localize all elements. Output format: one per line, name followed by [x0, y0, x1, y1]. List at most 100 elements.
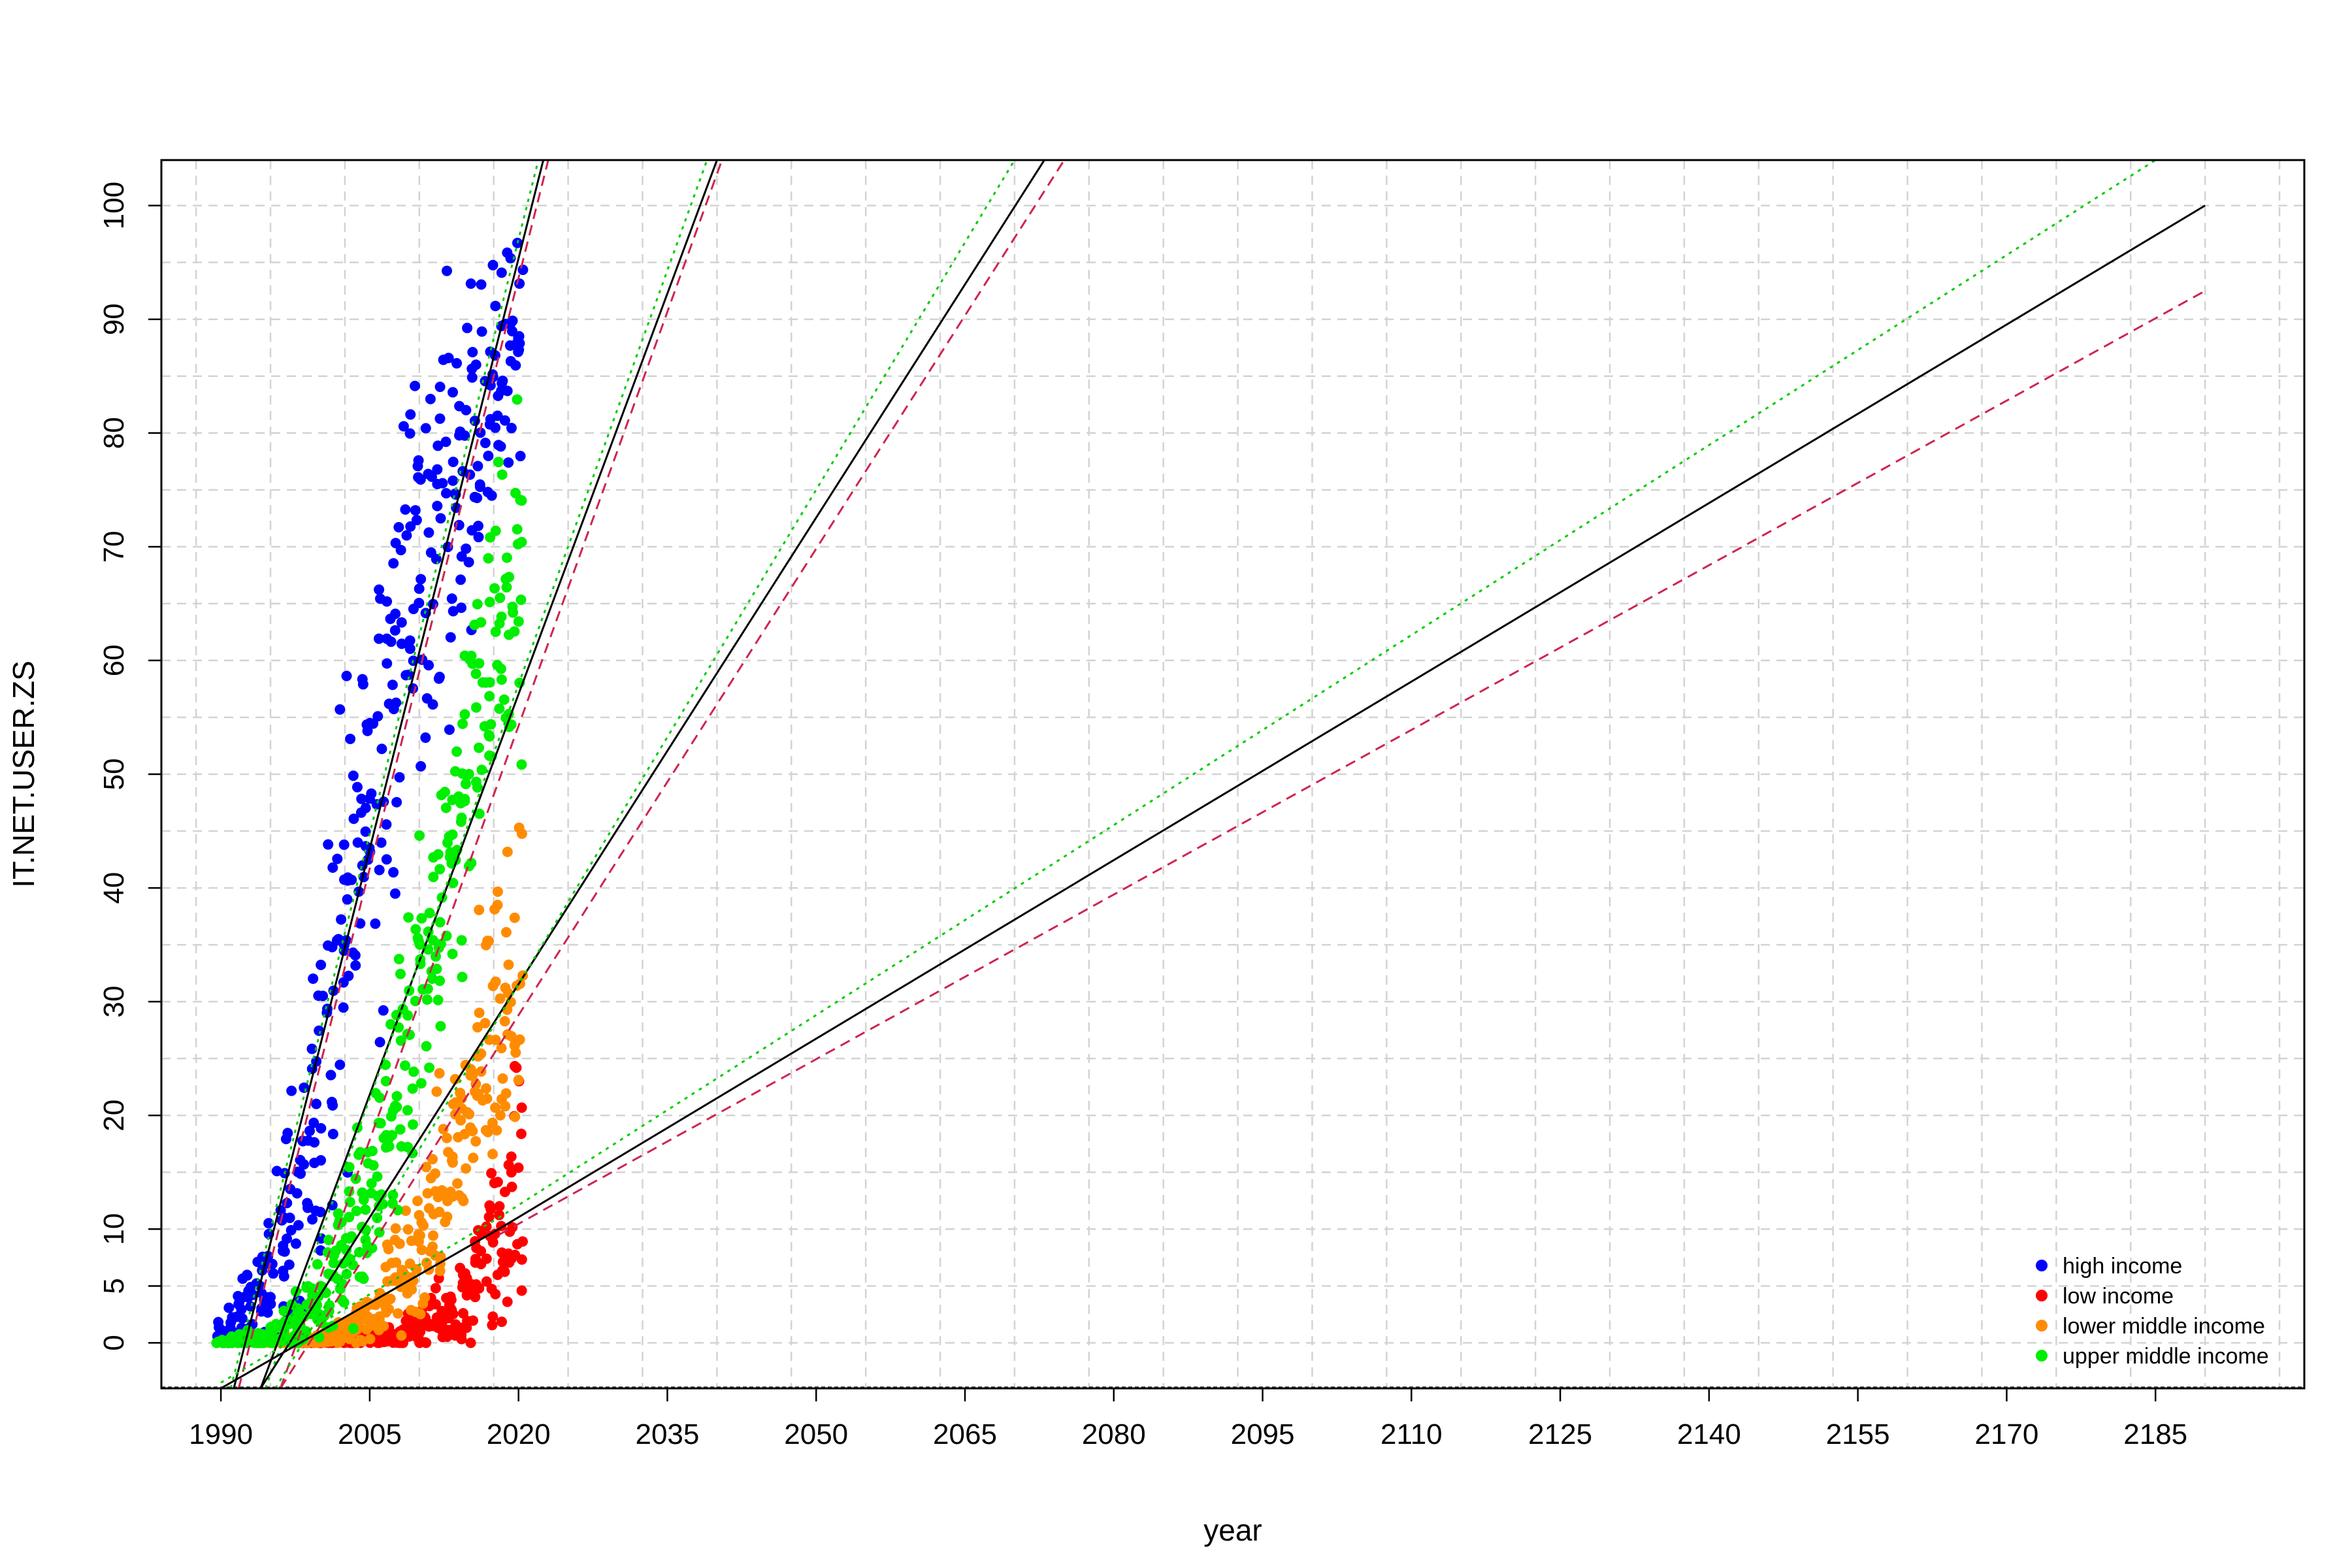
data-point — [473, 520, 484, 531]
x-tick-label: 2065 — [933, 1418, 997, 1450]
data-point — [316, 959, 327, 970]
data-point — [468, 1152, 479, 1164]
x-tick-label: 2140 — [1677, 1418, 1741, 1450]
data-point — [374, 633, 385, 644]
data-point — [423, 468, 434, 480]
data-point — [361, 1311, 372, 1322]
data-point — [313, 990, 324, 1001]
data-point — [445, 632, 456, 643]
data-point — [416, 1217, 427, 1228]
data-point — [400, 504, 411, 515]
data-point — [490, 422, 501, 433]
x-tick-label: 2095 — [1231, 1418, 1295, 1450]
data-point — [382, 1276, 393, 1287]
data-point — [422, 1188, 433, 1199]
data-point — [516, 759, 527, 770]
data-point — [420, 732, 431, 743]
y-tick-label: 20 — [98, 1100, 130, 1132]
data-point — [393, 953, 404, 964]
data-point — [441, 265, 452, 276]
data-point — [323, 839, 334, 850]
data-point — [393, 521, 404, 532]
data-point — [502, 846, 513, 857]
data-point — [348, 1323, 359, 1334]
data-point — [350, 950, 361, 961]
data-point — [314, 1331, 325, 1343]
data-point — [487, 1320, 498, 1331]
data-point — [374, 1092, 385, 1103]
data-point — [474, 1007, 485, 1019]
data-point — [510, 1111, 521, 1122]
data-point — [432, 500, 443, 512]
data-point — [391, 1090, 402, 1102]
data-point — [410, 380, 421, 391]
data-point — [489, 904, 500, 915]
data-point — [380, 1262, 391, 1273]
data-point — [457, 972, 468, 983]
data-point — [513, 1075, 524, 1086]
data-point — [390, 608, 401, 619]
data-point — [316, 1155, 327, 1166]
fit-line-solid — [220, 204, 2206, 1390]
data-point — [382, 1239, 393, 1250]
data-point — [497, 378, 508, 389]
data-point — [389, 625, 400, 636]
data-point — [402, 1288, 413, 1299]
grid-layer — [161, 160, 2304, 1388]
data-point — [435, 513, 446, 524]
data-point — [396, 1330, 407, 1341]
data-point — [421, 1041, 432, 1052]
data-point — [500, 926, 512, 938]
legend-marker — [2036, 1350, 2048, 1362]
data-point — [324, 1331, 335, 1342]
data-point — [292, 1303, 303, 1314]
data-point — [511, 338, 522, 350]
data-point — [455, 816, 466, 827]
data-point — [434, 382, 446, 393]
plot-area — [211, 237, 529, 1348]
data-point — [302, 1281, 314, 1292]
data-point — [414, 830, 425, 841]
data-point — [492, 660, 503, 671]
data-point — [490, 301, 501, 312]
data-point — [434, 975, 446, 987]
data-point — [474, 479, 485, 490]
data-point — [395, 1124, 406, 1135]
data-point — [341, 1245, 352, 1256]
data-point — [242, 1269, 253, 1281]
legend-marker — [2036, 1320, 2048, 1331]
data-point — [425, 393, 436, 404]
data-point — [326, 1096, 337, 1107]
data-point — [489, 1228, 500, 1239]
data-point — [462, 323, 473, 334]
data-point — [388, 558, 399, 569]
data-point — [427, 1154, 438, 1165]
data-point — [396, 617, 407, 628]
data-point — [368, 1160, 379, 1171]
data-point — [476, 326, 487, 337]
data-point — [416, 760, 427, 772]
x-tick-label: 2185 — [2123, 1418, 2187, 1450]
data-point — [496, 1043, 507, 1054]
data-point — [360, 826, 371, 837]
data-point — [500, 1088, 512, 1099]
x-tick-label: 2035 — [635, 1418, 699, 1450]
data-point — [420, 423, 431, 434]
data-point — [423, 660, 434, 671]
data-point — [430, 1299, 441, 1310]
data-point — [447, 1151, 458, 1162]
fit-lines — [220, 159, 2206, 1390]
data-point — [340, 1332, 351, 1343]
data-point — [452, 1178, 463, 1189]
data-point — [376, 743, 387, 755]
data-point — [494, 1201, 505, 1212]
data-point — [481, 1276, 492, 1287]
x-axis: 1990 2005 2020 2035 2050 2065 2080 2095 2110 2125… — [189, 1388, 2187, 1450]
data-point — [360, 1234, 371, 1245]
data-point — [387, 679, 398, 691]
data-point — [449, 1073, 461, 1085]
data-point — [315, 1207, 326, 1218]
data-point — [390, 538, 401, 549]
data-point — [380, 1075, 391, 1086]
data-point — [391, 697, 402, 708]
